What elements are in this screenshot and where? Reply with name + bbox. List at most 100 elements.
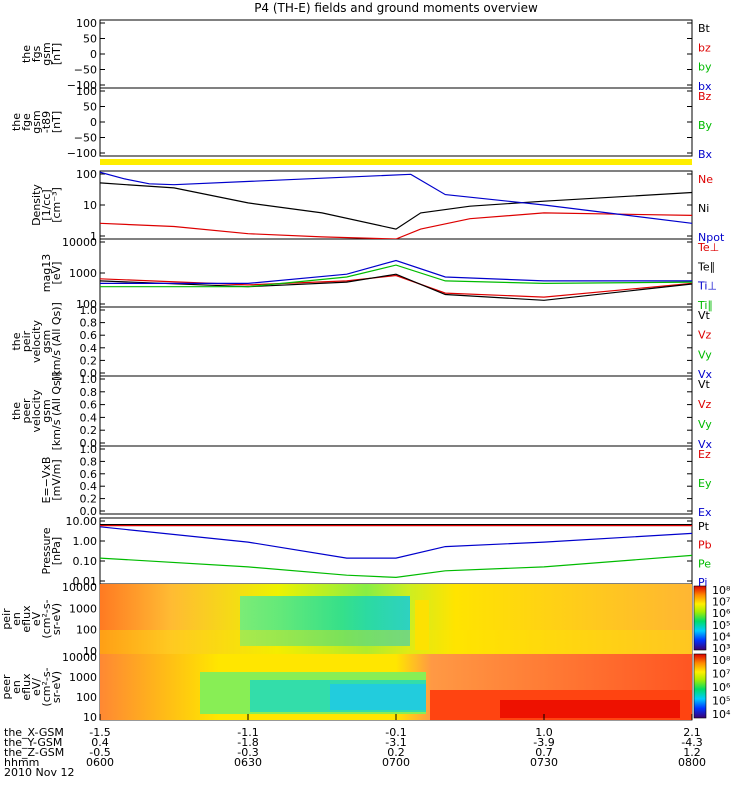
panel-frame — [99, 238, 693, 308]
y-axis-label-line: [nPa] — [50, 537, 63, 565]
y-axis-label-line: fge — [20, 113, 33, 131]
series-line — [100, 554, 692, 579]
y-tick-label: 0.0 — [80, 505, 98, 518]
y-axis-label-line: Density — [30, 184, 43, 226]
y-axis-label-line: en — [10, 680, 23, 694]
colorbar-electron — [693, 653, 707, 719]
series-line — [100, 264, 692, 288]
x-row-value: 0800 — [678, 756, 706, 769]
colorbar-tick-label: 10³ — [712, 642, 730, 655]
y-axis-label-line: E=−VxB — [40, 457, 53, 504]
y-axis-label: Pressure[nPa] — [40, 527, 63, 574]
x-row-value: -0.1 — [385, 726, 406, 739]
colorbar-tick-label: 10⁴ — [712, 630, 731, 643]
colorbar-tick-label: 10⁸ — [712, 654, 731, 667]
y-axis-label-line: eV/ — [30, 678, 43, 696]
y-axis-label-line: velocity — [30, 320, 43, 363]
x-row-label: the_Y-GSM — [4, 736, 62, 749]
y-tick-label: 10000 — [62, 236, 97, 249]
legend-label: Pi — [698, 576, 707, 589]
y-tick-label: 0.2 — [80, 493, 98, 506]
legend-label: By — [698, 119, 713, 132]
y-tick-label: 0.0 — [80, 437, 98, 450]
series-lines — [100, 171, 692, 579]
spectrogram-electron — [100, 654, 692, 720]
y-axis-label-line: sr-eV) — [50, 671, 63, 703]
y-tick-label: 1.0 — [80, 373, 98, 386]
y-axis-label-line: the — [10, 332, 23, 350]
legend-label: bz — [698, 41, 711, 54]
x-row-value: -1.1 — [237, 726, 258, 739]
legend-label: Ez — [698, 448, 711, 461]
x-row-label: hhmm — [4, 756, 39, 769]
y-tick-label: 0.2 — [80, 424, 98, 437]
y-axis-label-line: gsm — [30, 110, 43, 133]
x-row-value: -3.1 — [385, 736, 406, 749]
x-row-value: -0.3 — [237, 746, 258, 759]
y-axis-label-line: the — [20, 45, 33, 63]
y-axis-label-line: eV — [30, 611, 43, 626]
x-row-value: 0.7 — [535, 746, 553, 759]
y-tick-label: 0.2 — [80, 354, 98, 367]
legend-label: Ey — [698, 477, 712, 490]
y-tick-label: 0 — [90, 48, 97, 61]
y-tick-label: −100 — [67, 147, 97, 160]
colorbar-tick-label: 10⁸ — [712, 584, 731, 597]
y-axis-label-line: peir — [20, 330, 33, 352]
y-tick-label: 0.8 — [80, 317, 98, 330]
legend-label: Vx — [698, 438, 713, 451]
y-tick-label: 50 — [83, 101, 97, 114]
y-tick-label: 0.6 — [80, 329, 98, 342]
y-axis-label-line: gsm — [40, 330, 53, 353]
panel-frame — [99, 517, 693, 585]
y-tick-label: 1000 — [69, 602, 97, 615]
y-tick-label: 10000 — [62, 651, 97, 664]
colorbar-tick-label: 10⁵ — [712, 695, 730, 708]
legend-label: Ne — [698, 173, 713, 186]
colorbar-tick-label: 10⁵ — [712, 619, 730, 632]
y-tick-label: 100 — [76, 624, 97, 637]
legend-label: bx — [698, 80, 712, 93]
y-axis-label-line: en — [10, 612, 23, 626]
y-axis-label-line: velocity — [30, 389, 43, 432]
y-tick-label: 0.4 — [80, 480, 98, 493]
colorbar-tick-label: 10⁶ — [712, 681, 731, 694]
y-tick-label: 0.0 — [80, 367, 98, 380]
y-axis-label-line: (cm²-s- — [40, 599, 53, 638]
colorbar-tick-label: 10⁷ — [712, 596, 730, 609]
y-axis-label-line: the — [0, 610, 3, 628]
legend-label: Pt — [698, 520, 710, 533]
legend-label: Pe — [698, 557, 711, 570]
y-tick-label: 1.00 — [73, 535, 98, 548]
y-axis-label-line: [mV/m] — [50, 459, 63, 500]
x-row-value: 0.4 — [91, 736, 109, 749]
y-tick-label: 100 — [76, 168, 97, 181]
legend-label: Te⊥ — [697, 241, 719, 254]
y-axis-label-line: -t89 — [40, 111, 53, 133]
y-tick-label: 0 — [90, 116, 97, 129]
y-tick-label: −50 — [74, 64, 97, 77]
y-axis-label-line: peer — [0, 674, 13, 700]
legend-label: Ti⊥ — [697, 280, 717, 293]
legend-label: Ni — [698, 202, 709, 215]
x-row-value: -1.8 — [237, 736, 258, 749]
y-axis-label-line: Pressure — [40, 527, 53, 574]
series-line — [100, 259, 692, 284]
legend-label: Te∥ — [697, 260, 715, 273]
status-bar — [100, 159, 692, 165]
legend-label: Vt — [698, 309, 711, 322]
legend-label: Ti∥ — [697, 299, 713, 312]
x-row-label: the_Z-GSM — [4, 746, 64, 759]
y-tick-label: −100 — [67, 79, 97, 92]
x-row-value: 0.2 — [387, 746, 405, 759]
panel-frame — [99, 445, 693, 515]
x-row-value: -1.5 — [89, 726, 110, 739]
y-tick-label: 1000 — [69, 267, 97, 280]
y-tick-label: 50 — [83, 33, 97, 46]
series-line — [100, 182, 692, 230]
